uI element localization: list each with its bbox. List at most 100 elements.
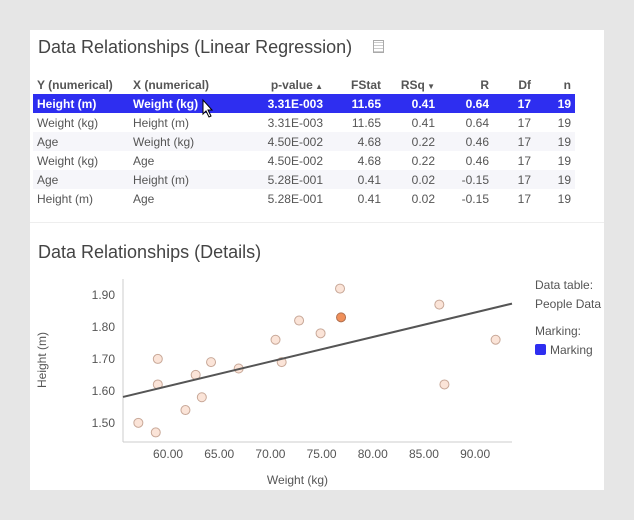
- table-cell: 3.31E-003: [267, 115, 323, 130]
- table-row[interactable]: Weight (kg) Age 4.50E-002 4.68 0.22 0.46 17 19: [33, 151, 575, 170]
- data-point[interactable]: [133, 417, 144, 428]
- table-cell: Height (m): [129, 170, 231, 189]
- data-point[interactable]: [434, 299, 445, 310]
- x-tick-label: 80.00: [358, 447, 388, 461]
- table-cell: 0.64: [465, 115, 489, 130]
- details-title: Data Relationships (Details): [38, 242, 262, 262]
- column-header-label: Y (numerical): [37, 77, 113, 92]
- legend-marking: Marking: [550, 343, 593, 357]
- table-cell: 4.50E-002: [231, 132, 327, 151]
- sort-descending-icon: ▼: [424, 81, 435, 91]
- table-cell: -0.15: [461, 191, 489, 206]
- divider: [30, 222, 604, 223]
- y-axis-title: Height (m): [35, 332, 49, 388]
- table-cell: 4.50E-002: [267, 153, 323, 168]
- x-tick-label: 75.00: [307, 447, 337, 461]
- table-cell: Age: [133, 191, 155, 206]
- data-point[interactable]: [206, 357, 217, 368]
- table-cell: 17: [517, 153, 531, 168]
- table-row[interactable]: Height (m) Weight (kg) 3.31E-003 11.65 0.41 0…: [33, 94, 575, 113]
- column-header-label: Df: [518, 77, 531, 92]
- table-cell: Height (m): [37, 191, 94, 206]
- table-cell: 0.41: [327, 170, 385, 189]
- table-row[interactable]: Age Weight (kg) 4.50E-002 4.68 0.22 0.46 17 19: [33, 132, 575, 151]
- data-point[interactable]: [150, 427, 161, 438]
- data-point[interactable]: [180, 405, 191, 416]
- column-header[interactable]: FStat: [327, 75, 385, 94]
- table-cell: 5.28E-001: [231, 170, 327, 189]
- column-header-label: n: [563, 77, 571, 92]
- table-cell: 0.41: [385, 94, 439, 113]
- table-cell: 3.31E-003: [231, 94, 327, 113]
- y-tick-label: 1.80: [92, 320, 116, 334]
- table-cell: -0.15: [439, 170, 493, 189]
- column-header-label: X (numerical): [133, 77, 210, 92]
- visualization-panel: Data Relationships (Linear Regression) Y…: [30, 30, 604, 490]
- y-tick-label: 1.50: [92, 416, 116, 430]
- column-header[interactable]: R: [439, 75, 493, 94]
- data-point[interactable]: [439, 379, 450, 390]
- marked-data-point[interactable]: [336, 312, 347, 323]
- column-header[interactable]: n: [535, 75, 575, 94]
- regression-line: [122, 302, 513, 398]
- x-tick-label: 65.00: [204, 447, 234, 461]
- table-cell: 4.68: [327, 132, 385, 151]
- data-point[interactable]: [270, 334, 281, 345]
- data-point[interactable]: [315, 328, 326, 339]
- table-cell: 11.65: [351, 115, 381, 130]
- table-cell: 19: [557, 153, 571, 168]
- table-cell: 17: [517, 115, 531, 130]
- table-cell: Height (m): [133, 115, 190, 130]
- x-axis-title: Weight (kg): [267, 473, 328, 487]
- regression-title: Data Relationships (Linear Regression): [38, 37, 353, 57]
- table-cell: 19: [535, 132, 575, 151]
- table-cell: 19: [535, 170, 575, 189]
- table-cell: 0.22: [385, 132, 439, 151]
- table-row[interactable]: Age Height (m) 5.28E-001 0.41 0.02 -0.15 17 19: [33, 170, 575, 189]
- table-cell: 0.41: [357, 191, 381, 206]
- column-header[interactable]: X (numerical): [129, 75, 231, 94]
- y-tick-label: 1.60: [92, 384, 116, 398]
- regression-table: Y (numerical) X (numerical) p-value ▲ FStat…: [33, 75, 575, 208]
- table-cell: 0.46: [439, 132, 493, 151]
- table-cell: 0.41: [411, 115, 435, 130]
- table-row[interactable]: Weight (kg) Height (m) 3.31E-003 11.65 0.41 0…: [33, 113, 575, 132]
- table-cell: 0.46: [465, 153, 489, 168]
- table-cell: Weight (kg): [37, 153, 99, 168]
- table-cell: 17: [493, 170, 535, 189]
- table-cell: 0.22: [411, 153, 435, 168]
- x-tick-label: 70.00: [255, 447, 285, 461]
- table-cell: Weight (kg): [37, 115, 99, 130]
- calculator-icon[interactable]: [373, 40, 384, 53]
- table-cell: 17: [493, 94, 535, 113]
- table-cell: Age: [33, 170, 129, 189]
- x-tick-label: 60.00: [153, 447, 183, 461]
- table-cell: 19: [557, 191, 571, 206]
- data-point[interactable]: [335, 283, 346, 294]
- column-header[interactable]: RSq ▼: [385, 75, 439, 94]
- column-header-label: p-value: [270, 77, 313, 92]
- x-tick-label: 90.00: [460, 447, 490, 461]
- legend-marking-label: Marking:: [535, 324, 582, 338]
- data-point[interactable]: [196, 392, 207, 403]
- table-cell: 17: [493, 132, 535, 151]
- column-header-label: RSq: [400, 77, 425, 92]
- column-header[interactable]: Df: [493, 75, 535, 94]
- table-cell: 19: [535, 94, 575, 113]
- y-tick-label: 1.90: [92, 288, 116, 302]
- data-point[interactable]: [152, 353, 163, 364]
- table-cell: Age: [133, 153, 155, 168]
- y-tick-label: 1.70: [92, 352, 116, 366]
- data-point[interactable]: [490, 334, 501, 345]
- table-cell: 0.02: [411, 191, 435, 206]
- data-point[interactable]: [294, 315, 305, 326]
- legend-data-table-label: Data table:: [535, 278, 594, 292]
- column-header[interactable]: Y (numerical): [33, 75, 129, 94]
- sort-ascending-icon: ▲: [312, 81, 323, 91]
- table-row[interactable]: Height (m) Age 5.28E-001 0.41 0.02 -0.15 17 19: [33, 189, 575, 208]
- table-cell: 5.28E-001: [267, 191, 323, 206]
- table-cell: Weight (kg): [129, 132, 231, 151]
- column-header[interactable]: p-value ▲: [231, 75, 327, 94]
- legend-marking-item[interactable]: Marking: [535, 341, 601, 360]
